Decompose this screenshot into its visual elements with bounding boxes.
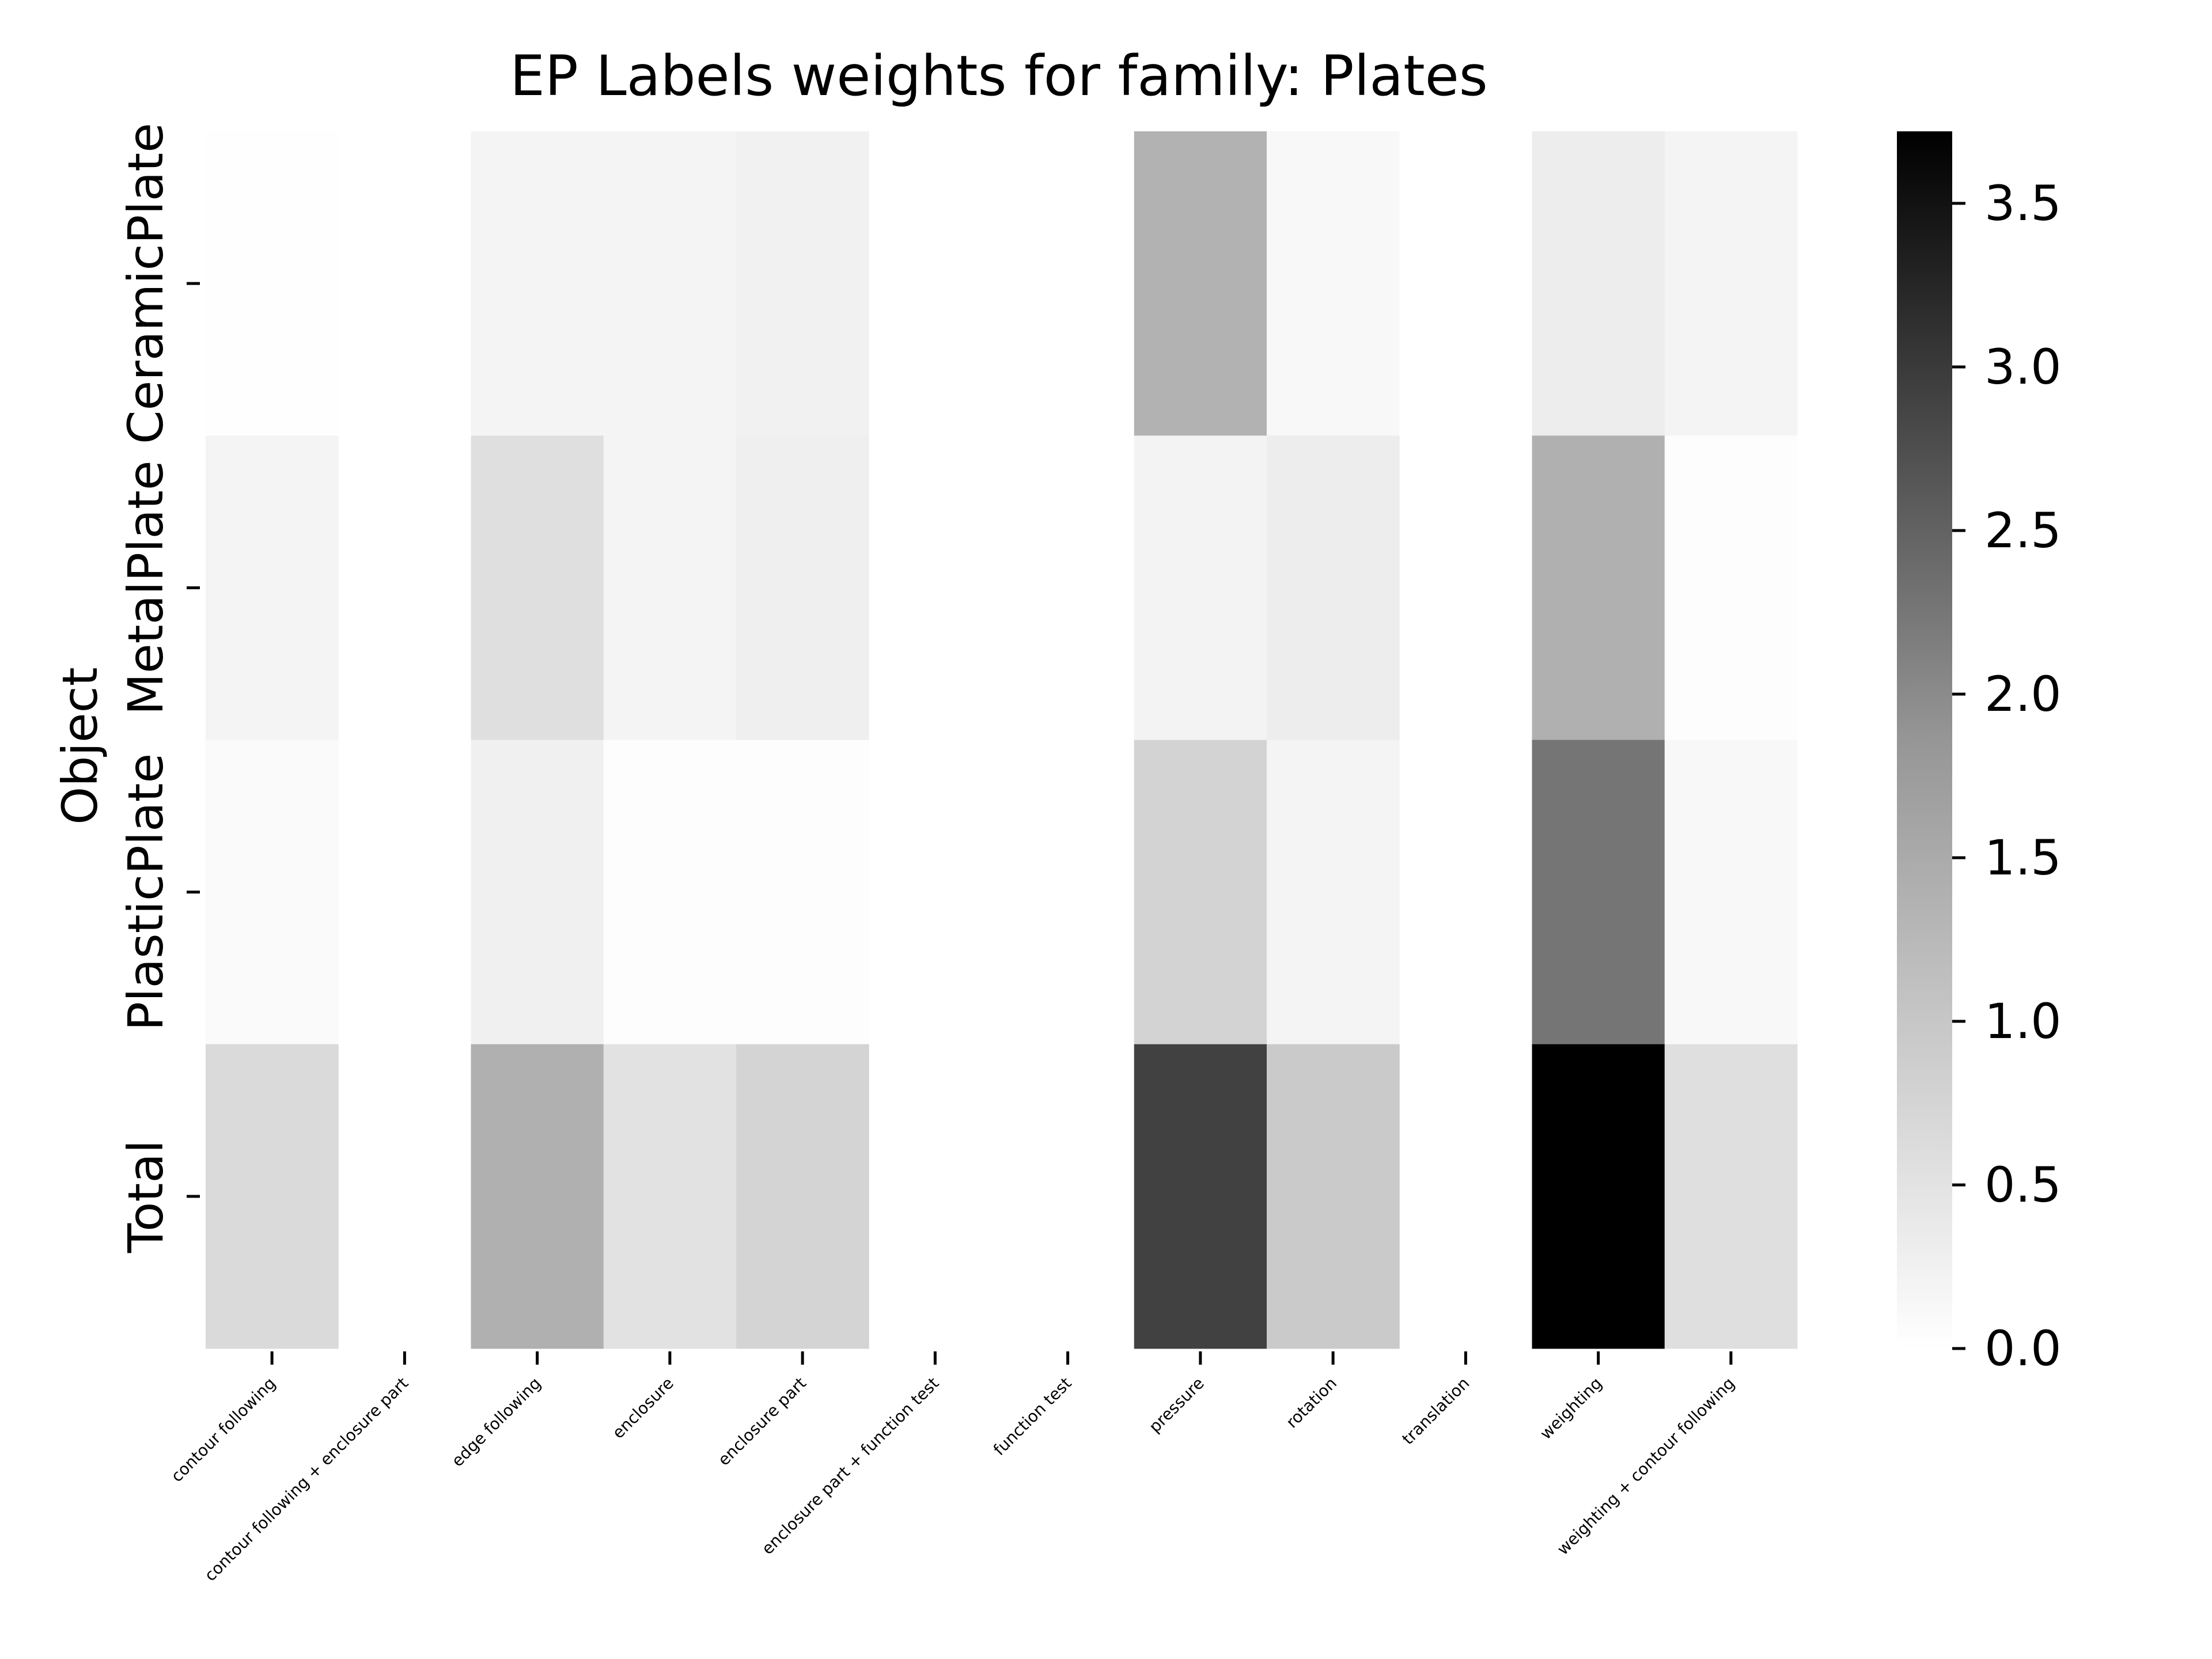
x-tick-label: translation [1399, 1374, 1474, 1449]
heatmap-cell [603, 1044, 737, 1349]
y-tick-label: MetalPlate [118, 460, 174, 715]
heatmap-cell [471, 435, 604, 740]
heatmap-cell [206, 1044, 339, 1349]
x-tick-label: edge following [448, 1374, 544, 1471]
heatmap-cell [471, 740, 604, 1045]
heatmap-cell [1532, 435, 1665, 740]
colorbar-tick-label: 2.0 [1984, 666, 2062, 722]
y-tick-label: PlasticPlate [118, 753, 174, 1031]
heatmap-cell [736, 131, 869, 436]
x-tick-label: weighting [1536, 1374, 1606, 1444]
heatmap-cell [1664, 740, 1798, 1045]
heatmap-cell [206, 435, 339, 740]
heatmap-cell [1532, 740, 1665, 1045]
heatmap-cell [1134, 435, 1267, 740]
heatmap-cell [206, 740, 339, 1045]
heatmap-cell [1267, 740, 1400, 1045]
colorbar-tick-label: 3.0 [1984, 339, 2062, 395]
colorbar-tick-label: 0.0 [1984, 1320, 2062, 1377]
colorbar-tick-label: 3.5 [1984, 175, 2062, 232]
heatmap-cell [471, 1044, 604, 1349]
heatmap-cell [736, 435, 869, 740]
y-axis-ticks: CeramicPlate MetalPlate PlasticPlate Total [118, 123, 200, 1253]
x-tick-label: pressure [1145, 1374, 1208, 1437]
colorbar-tick-label: 0.5 [1984, 1157, 2062, 1213]
colorbar-tick-label: 1.0 [1984, 993, 2062, 1050]
x-tick-label: function test [990, 1374, 1075, 1460]
heatmap-cell [1267, 1044, 1400, 1349]
heatmap-cell [603, 131, 737, 436]
heatmap-cell [736, 740, 869, 1045]
heatmap-cell [603, 435, 737, 740]
colorbar-ticks: 0.0 0.5 1.0 1.5 2.0 2.5 3.0 3.5 [1952, 175, 2062, 1377]
heatmap-cell [471, 131, 604, 436]
y-tick-label: Total [118, 1140, 174, 1253]
heatmap-cell [736, 1044, 869, 1349]
x-tick-label: contour following + enclosure part [201, 1374, 412, 1585]
x-tick-label: enclosure part [714, 1374, 810, 1469]
heatmap-cell [1267, 435, 1400, 740]
y-axis-label: Object [52, 667, 108, 825]
y-tick-label: CeramicPlate [118, 123, 174, 444]
heatmap-cell [206, 131, 339, 436]
heatmap-cell [1664, 1044, 1798, 1349]
x-tick-label: enclosure [609, 1374, 677, 1442]
heatmap-cell [1267, 131, 1400, 436]
heatmap-cell [1134, 740, 1267, 1045]
chart-title: EP Labels weights for family: Plates [510, 44, 1488, 108]
x-tick-label: contour following [167, 1374, 279, 1486]
heatmap-cell [1664, 435, 1798, 740]
heatmap-cell [1532, 131, 1665, 436]
colorbar-tick-label: 1.5 [1984, 830, 2062, 886]
x-tick-label: rotation [1282, 1374, 1340, 1432]
heatmap-cell [603, 740, 737, 1045]
heatmap-cell [1532, 1044, 1665, 1349]
colorbar-tick-label: 2.5 [1984, 502, 2062, 559]
heatmap-cell [1134, 1044, 1267, 1349]
heatmap-cell [1134, 131, 1267, 436]
heatmap-cell [1664, 131, 1798, 436]
colorbar [1897, 131, 1952, 1349]
heatmap-cells [206, 131, 1798, 1349]
